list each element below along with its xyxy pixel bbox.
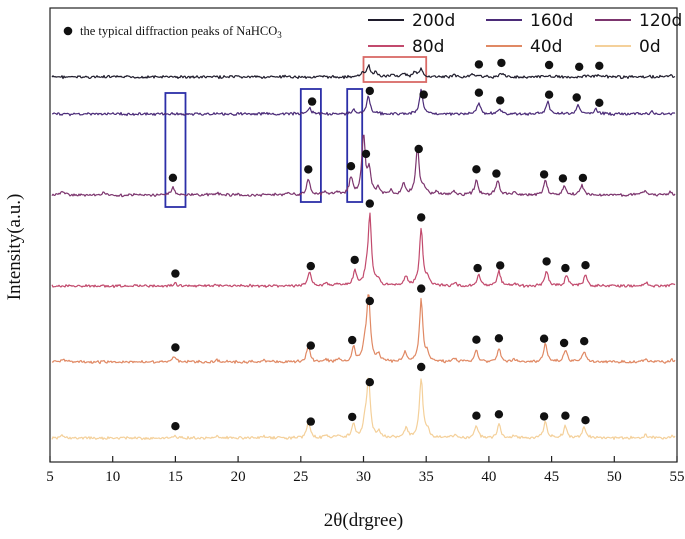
- peak-marker-40d: [580, 337, 589, 346]
- peak-marker-200d: [595, 61, 604, 70]
- x-tick-label: 5: [46, 469, 54, 485]
- x-axis-ticks: 5 10 15 20 25 30 35 40 45 50 55: [46, 456, 685, 485]
- series-layer: [51, 64, 676, 441]
- peak-marker-160d: [595, 98, 604, 108]
- peak-marker-0d: [494, 410, 504, 419]
- peak-marker-120d: [558, 174, 568, 183]
- peak-marker-80d: [306, 261, 315, 271]
- series-200d-line: [51, 64, 676, 80]
- peak-marker-80d: [542, 257, 551, 266]
- note-marker: [63, 26, 73, 36]
- highlight-box: [164, 92, 187, 208]
- peak-marker-80d: [561, 263, 570, 273]
- note-text-subscript: 3: [277, 30, 282, 40]
- peak-marker-80d: [581, 261, 590, 270]
- x-axis-title: 2θ(drgree): [324, 510, 403, 531]
- peak-marker-0d: [417, 362, 426, 372]
- peak-marker-40d: [348, 335, 357, 345]
- peak-marker-200d: [544, 60, 554, 70]
- x-tick-label: 45: [544, 469, 559, 485]
- peak-marker-160d: [474, 88, 484, 97]
- peak-marker-80d: [496, 261, 505, 270]
- peak-marker-160d: [544, 90, 554, 99]
- peak-marker-120d: [578, 173, 588, 183]
- peak-marker-0d: [365, 378, 374, 387]
- peak-marker-40d: [472, 335, 481, 344]
- peak-marker-200d: [474, 60, 484, 69]
- legend-label-80d: 80d: [412, 37, 444, 57]
- peak-marker-200d: [575, 62, 584, 71]
- peak-marker-layer: [168, 58, 604, 431]
- peak-marker-120d: [492, 169, 501, 178]
- peak-marker-120d: [346, 162, 356, 171]
- peak-marker-0d: [171, 422, 180, 431]
- peak-marker-40d: [365, 296, 374, 306]
- peak-marker-120d: [168, 173, 178, 182]
- peak-marker-160d: [365, 86, 374, 96]
- peak-marker-0d: [348, 412, 357, 422]
- peak-marker-40d: [494, 334, 504, 343]
- peak-marker-120d: [304, 165, 313, 174]
- peak-marker-80d: [350, 255, 359, 265]
- x-tick-label: 15: [168, 469, 183, 485]
- y-axis-title: Intensity(a.u.): [4, 194, 25, 301]
- note-text-main: the typical diffraction peaks of NaHCO: [80, 24, 277, 38]
- series-160d-line: [52, 88, 676, 117]
- peak-marker-160d: [496, 96, 505, 105]
- peak-marker-40d: [417, 284, 426, 293]
- legend-label-200d: 200d: [412, 11, 455, 31]
- x-tick-label: 40: [481, 469, 496, 485]
- highlight-box-layer: [164, 56, 428, 208]
- x-tick-label: 55: [670, 469, 685, 485]
- peak-marker-160d: [419, 90, 428, 99]
- peak-marker-200d: [497, 58, 506, 68]
- highlight-box: [362, 56, 428, 83]
- note-text: the typical diffraction peaks of NaHCO3: [80, 24, 282, 40]
- legend-label-40d: 40d: [530, 37, 562, 57]
- peak-marker-120d: [361, 149, 371, 159]
- peak-marker-0d: [539, 412, 549, 421]
- peak-marker-40d: [559, 338, 569, 348]
- series-80d-line: [51, 212, 676, 289]
- peak-marker-160d: [572, 93, 581, 102]
- peak-marker-80d: [417, 213, 426, 222]
- peak-marker-80d: [365, 199, 374, 208]
- legend-label-120d: 120d: [639, 11, 682, 31]
- series-40d-line: [52, 294, 676, 365]
- highlight-box: [299, 88, 322, 203]
- x-tick-label: 10: [105, 469, 120, 485]
- peak-marker-0d: [581, 416, 590, 425]
- annotation-note: the typical diffraction peaks of NaHCO3: [63, 24, 282, 40]
- peak-marker-80d: [473, 263, 482, 273]
- peak-marker-120d: [414, 144, 423, 154]
- peak-marker-40d: [306, 341, 315, 350]
- legend-label-0d: 0d: [639, 37, 661, 57]
- peak-marker-120d: [539, 170, 549, 179]
- peak-marker-160d: [307, 97, 317, 106]
- peak-marker-80d: [171, 269, 180, 278]
- legend: 200d 160d 120d 80d 40d 0d: [368, 11, 682, 57]
- series-0d-line: [51, 377, 676, 441]
- peak-marker-120d: [472, 165, 481, 174]
- peak-marker-0d: [306, 417, 315, 426]
- peak-marker-40d: [171, 343, 180, 352]
- peak-marker-0d: [472, 411, 481, 420]
- x-tick-label: 30: [356, 469, 371, 485]
- x-tick-label: 50: [607, 469, 622, 485]
- x-tick-label: 35: [419, 469, 434, 485]
- x-tick-label: 25: [293, 469, 308, 485]
- legend-label-160d: 160d: [530, 11, 573, 31]
- x-tick-label: 20: [231, 469, 246, 485]
- series-120d-line: [51, 134, 676, 198]
- peak-marker-0d: [561, 411, 570, 420]
- peak-marker-40d: [539, 334, 549, 343]
